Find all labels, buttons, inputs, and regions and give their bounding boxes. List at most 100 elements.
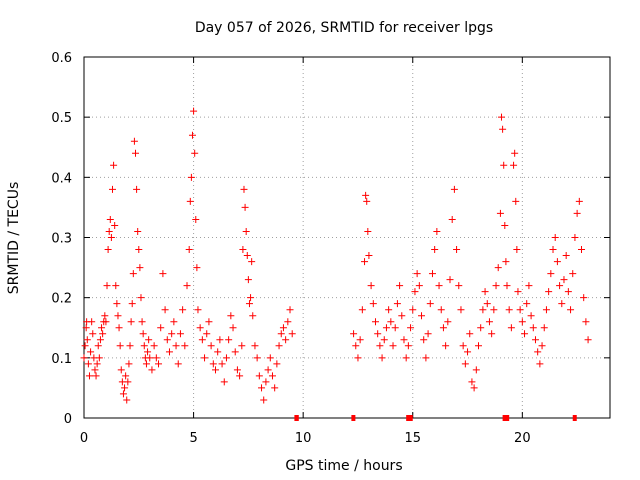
data-point: [133, 185, 141, 193]
data-point: [174, 360, 182, 368]
data-point: [468, 378, 476, 386]
gap-marker: [351, 415, 356, 421]
data-point: [481, 288, 489, 296]
data-point: [510, 161, 518, 169]
data-point: [229, 324, 237, 332]
data-point: [137, 294, 145, 302]
data-point: [84, 360, 92, 368]
data-point: [85, 372, 93, 380]
data-point: [499, 125, 507, 133]
data-point: [148, 366, 156, 374]
data-point: [502, 258, 510, 266]
data-point: [150, 342, 158, 350]
data-point: [435, 282, 443, 290]
data-point: [450, 185, 458, 193]
data-point: [96, 336, 104, 344]
data-point: [286, 306, 294, 314]
data-point: [558, 300, 566, 308]
axis-ticks: [83, 56, 610, 419]
data-point: [271, 384, 279, 392]
data-point: [391, 324, 399, 332]
x-tick-label: 0: [80, 431, 88, 446]
data-point: [239, 246, 247, 254]
data-point: [547, 270, 555, 278]
data-point: [457, 306, 465, 314]
data-point: [490, 306, 498, 314]
data-point: [500, 161, 508, 169]
data-point: [461, 360, 469, 368]
data-point: [284, 318, 292, 326]
data-point: [240, 185, 248, 193]
data-point: [87, 348, 95, 356]
y-axis-label: SRMTID / TECUs: [6, 182, 22, 295]
data-point: [464, 348, 472, 356]
data-point: [521, 330, 529, 338]
data-point: [529, 324, 537, 332]
data-point: [188, 131, 196, 139]
data-point: [573, 209, 581, 217]
data-point: [376, 342, 384, 350]
data-point: [400, 336, 408, 344]
data-point: [251, 342, 259, 350]
plot-frame: [83, 56, 611, 419]
x-tick-label: 10: [295, 431, 312, 446]
data-point: [420, 336, 428, 344]
data-point: [161, 306, 169, 314]
data-point: [266, 354, 274, 362]
data-point: [82, 324, 90, 332]
data-point: [442, 342, 450, 350]
data-point: [503, 282, 511, 290]
data-point: [571, 234, 579, 241]
data-point: [231, 348, 239, 356]
data-point: [382, 324, 390, 332]
data-point: [475, 342, 482, 350]
gap-marker: [572, 415, 577, 421]
data-point: [411, 288, 419, 296]
data-point: [93, 360, 101, 368]
data-point: [472, 366, 480, 374]
data-point: [534, 348, 542, 356]
data-point: [95, 354, 103, 362]
data-point: [181, 342, 189, 350]
data-point: [110, 161, 118, 169]
data-point: [136, 264, 144, 272]
data-point: [488, 330, 496, 338]
data-point: [511, 149, 519, 157]
y-tick-label: 0: [64, 412, 72, 427]
data-point: [523, 300, 531, 308]
data-point: [127, 318, 135, 326]
data-point: [365, 252, 373, 260]
x-axis-label: GPS time / hours: [285, 458, 402, 474]
data-point: [227, 312, 235, 320]
data-point: [424, 330, 432, 338]
data-point: [369, 300, 377, 308]
data-point: [134, 227, 142, 235]
data-point: [111, 221, 119, 229]
data-point: [159, 270, 167, 278]
data-point: [183, 282, 191, 290]
data-point: [455, 282, 463, 290]
data-point: [402, 354, 410, 362]
data-point: [361, 258, 369, 266]
gap-marker: [406, 415, 413, 421]
data-point: [582, 318, 590, 326]
data-point: [144, 348, 152, 356]
data-point: [433, 227, 441, 235]
data-point: [446, 276, 454, 284]
data-point: [129, 270, 137, 278]
data-point: [123, 396, 131, 404]
data-point: [201, 354, 209, 362]
data-point: [407, 324, 415, 332]
data-point: [207, 342, 215, 350]
x-tick-label: 15: [404, 431, 421, 446]
data-point: [444, 318, 452, 326]
data-point: [260, 396, 268, 404]
data-point: [196, 324, 204, 332]
data-point: [216, 336, 224, 344]
data-point: [553, 258, 561, 266]
data-point: [580, 294, 588, 302]
data-point: [142, 360, 150, 368]
x-tick-label: 20: [514, 431, 531, 446]
data-point: [163, 336, 171, 344]
data-point: [243, 252, 251, 260]
